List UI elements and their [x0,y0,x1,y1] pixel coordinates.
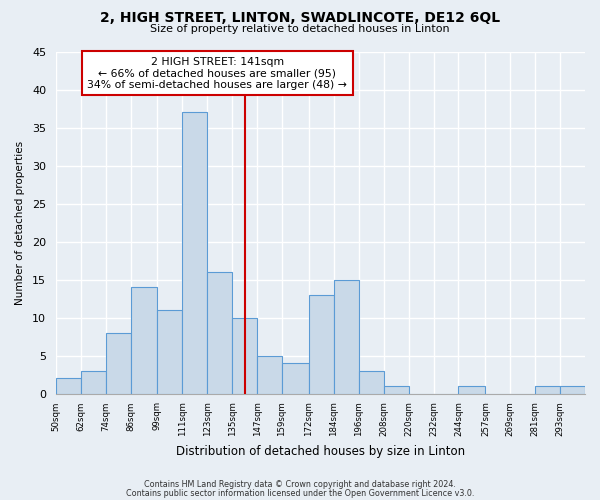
Text: Size of property relative to detached houses in Linton: Size of property relative to detached ho… [150,24,450,34]
Bar [309,295,334,394]
Bar [257,356,282,394]
Bar [207,272,232,394]
Bar [232,318,257,394]
Bar [535,386,560,394]
Bar [458,386,485,394]
Bar [560,386,585,394]
Bar [157,310,182,394]
Bar [359,371,383,394]
Text: 2, HIGH STREET, LINTON, SWADLINCOTE, DE12 6QL: 2, HIGH STREET, LINTON, SWADLINCOTE, DE1… [100,11,500,25]
Bar [80,371,106,394]
Bar [106,333,131,394]
Bar [131,287,157,394]
Bar [334,280,359,394]
Y-axis label: Number of detached properties: Number of detached properties [15,140,25,304]
Bar [182,112,207,394]
Text: Contains public sector information licensed under the Open Government Licence v3: Contains public sector information licen… [126,489,474,498]
Text: 2 HIGH STREET: 141sqm
← 66% of detached houses are smaller (95)
34% of semi-deta: 2 HIGH STREET: 141sqm ← 66% of detached … [87,56,347,90]
Bar [56,378,80,394]
Bar [383,386,409,394]
X-axis label: Distribution of detached houses by size in Linton: Distribution of detached houses by size … [176,444,465,458]
Bar [282,363,309,394]
Text: Contains HM Land Registry data © Crown copyright and database right 2024.: Contains HM Land Registry data © Crown c… [144,480,456,489]
